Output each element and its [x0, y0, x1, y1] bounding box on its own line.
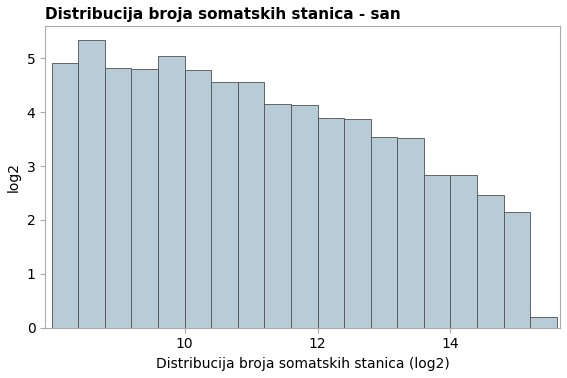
- Bar: [477, 195, 503, 328]
- Bar: [371, 138, 397, 328]
- Y-axis label: log2: log2: [7, 162, 21, 192]
- Bar: [132, 69, 158, 328]
- Bar: [238, 82, 264, 328]
- Bar: [318, 118, 344, 328]
- Bar: [503, 212, 530, 328]
- Bar: [344, 119, 371, 328]
- Bar: [78, 40, 105, 328]
- Bar: [211, 82, 238, 328]
- X-axis label: Distribucija broja somatskih stanica (log2): Distribucija broja somatskih stanica (lo…: [156, 357, 450, 371]
- Bar: [52, 62, 78, 328]
- Bar: [185, 70, 211, 328]
- Bar: [291, 105, 318, 328]
- Bar: [105, 68, 132, 328]
- Bar: [424, 175, 450, 328]
- Bar: [397, 138, 424, 328]
- Text: Distribucija broja somatskih stanica - san: Distribucija broja somatskih stanica - s…: [45, 7, 401, 22]
- Bar: [158, 56, 185, 328]
- Bar: [450, 175, 477, 328]
- Bar: [264, 104, 291, 328]
- Bar: [530, 317, 557, 328]
